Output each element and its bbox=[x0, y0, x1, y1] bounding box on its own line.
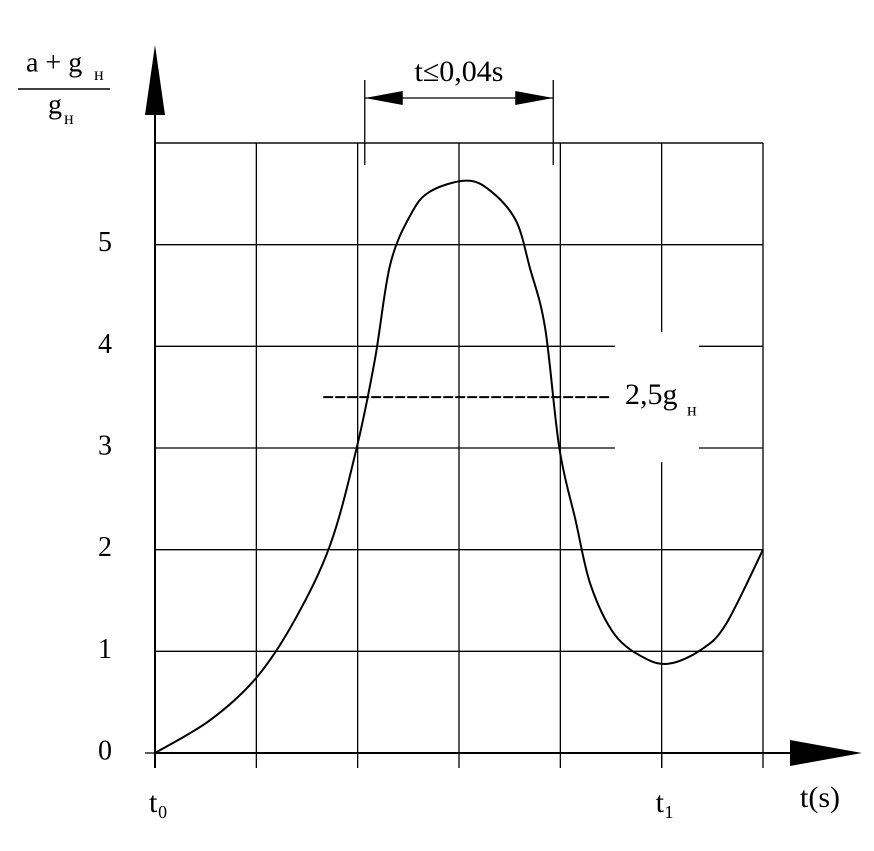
y-label-denominator: g bbox=[48, 89, 62, 120]
y-label-numerator: a + g bbox=[26, 47, 82, 78]
reference-label: 2,5g bbox=[625, 378, 678, 411]
x-tick-label: t₁ bbox=[656, 786, 675, 819]
curve bbox=[154, 179, 764, 754]
y-tick-label: 1 bbox=[98, 634, 112, 665]
y-tick-label: 4 bbox=[98, 329, 112, 360]
y-label-numerator-subscript: н bbox=[94, 64, 104, 84]
span-label: t≤0,04s bbox=[415, 55, 504, 88]
span-arrow bbox=[515, 91, 554, 105]
y-tick-label: 0 bbox=[98, 735, 112, 766]
span-arrow bbox=[364, 91, 403, 105]
y-tick-label: 3 bbox=[98, 430, 112, 461]
x-label: t(s) bbox=[800, 781, 840, 814]
label-mask bbox=[615, 332, 699, 463]
y-label-denominator-subscript: н bbox=[64, 108, 74, 128]
y-tick-label: 2 bbox=[98, 532, 112, 563]
x-axis-arrow bbox=[790, 740, 862, 766]
y-tick-label: 5 bbox=[98, 227, 112, 258]
x-tick-label: t₀ bbox=[149, 786, 168, 819]
y-axis-arrow bbox=[145, 45, 165, 115]
reference-label-subscript: н bbox=[687, 399, 697, 419]
